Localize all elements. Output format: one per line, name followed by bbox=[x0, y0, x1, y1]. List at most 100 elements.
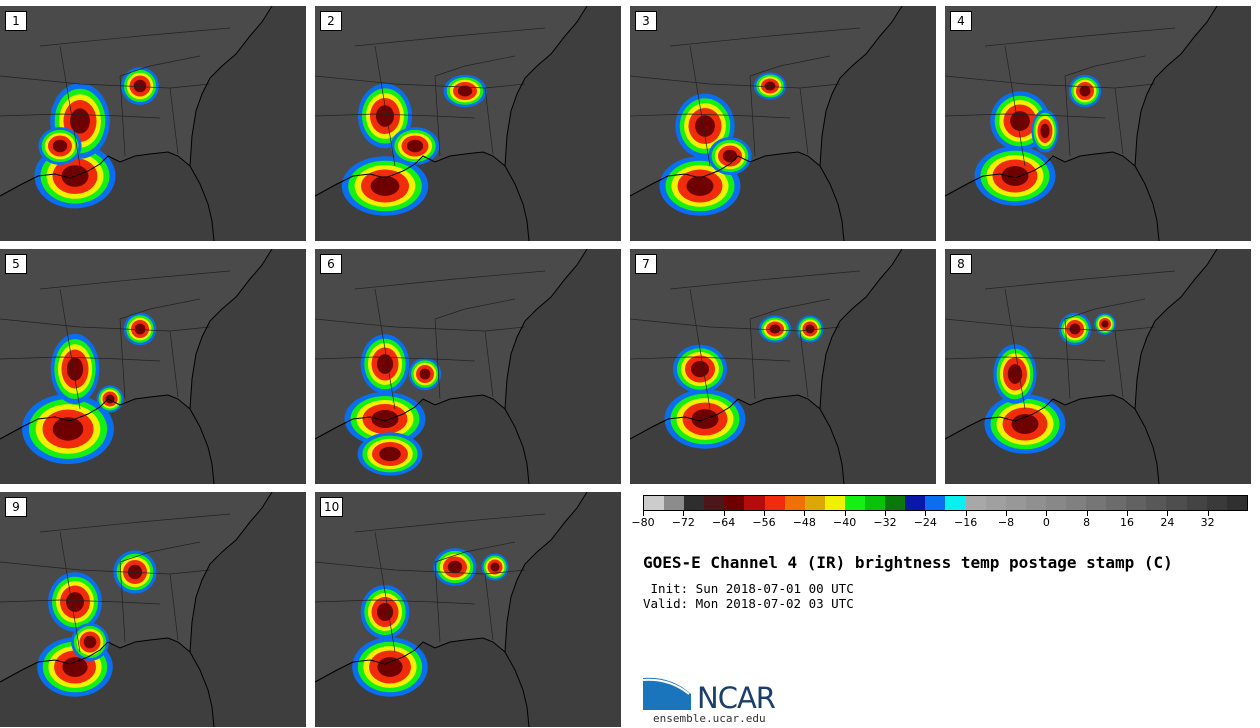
ncar-logo-arc bbox=[643, 678, 690, 695]
colorbar-tick bbox=[965, 511, 967, 516]
cell-contour bbox=[127, 564, 143, 580]
cell-contour bbox=[52, 417, 84, 441]
colorbar-swatch bbox=[804, 496, 825, 510]
ensemble-member-panel: 4 bbox=[945, 6, 1251, 241]
colorbar-swatch bbox=[1226, 496, 1247, 510]
convective-cell bbox=[96, 385, 124, 413]
state-borders bbox=[0, 513, 231, 653]
colorbar-swatch bbox=[644, 496, 665, 510]
coastline bbox=[315, 6, 588, 241]
colorbar-swatch bbox=[1065, 496, 1087, 510]
colorbar-tick bbox=[1086, 511, 1088, 516]
colorbar-tick bbox=[1167, 511, 1169, 516]
ocean-area bbox=[0, 6, 306, 241]
member-number-label: 4 bbox=[950, 11, 972, 31]
colorbar-tick bbox=[844, 511, 846, 516]
cell-contour bbox=[66, 357, 84, 381]
cell-contour bbox=[371, 410, 399, 428]
cell-contour bbox=[722, 149, 738, 163]
colorbar-tick-label: −56 bbox=[752, 516, 776, 529]
cell-contour bbox=[1101, 320, 1109, 328]
ir-satellite-map bbox=[945, 6, 1251, 241]
colorbar-swatch bbox=[1206, 496, 1227, 510]
convective-cell bbox=[1068, 74, 1102, 108]
colorbar-swatch bbox=[985, 496, 1006, 510]
colorbar-tick bbox=[683, 511, 685, 516]
member-number-label: 5 bbox=[5, 254, 27, 274]
coastline bbox=[0, 492, 273, 727]
colorbar-tick-label: −8 bbox=[997, 516, 1015, 529]
convective-cell bbox=[357, 432, 423, 476]
convective-cell bbox=[984, 394, 1066, 454]
cell-contour bbox=[376, 354, 394, 374]
convective-cell bbox=[360, 334, 410, 394]
colorbar-tick bbox=[1006, 511, 1007, 516]
colorbar-swatch bbox=[784, 496, 805, 510]
convective-cell bbox=[443, 74, 487, 108]
colorbar-swatch bbox=[724, 496, 745, 510]
convective-cell bbox=[121, 67, 159, 105]
colorbar-swatch bbox=[824, 496, 845, 510]
ensemble-member-panel: 7 bbox=[630, 249, 936, 484]
convective-cell bbox=[341, 156, 429, 216]
cell-contour bbox=[1040, 123, 1050, 139]
colorbar-swatch bbox=[1166, 496, 1187, 510]
init-time: Init: Sun 2018-07-01 00 UTC bbox=[643, 581, 854, 596]
valid-time: Valid: Mon 2018-07-02 03 UTC bbox=[643, 596, 854, 611]
colorbar-swatch bbox=[925, 496, 946, 510]
colorbar-tick-label: 24 bbox=[1160, 516, 1175, 529]
colorbar-swatch bbox=[704, 496, 725, 510]
cell-contour bbox=[62, 657, 88, 677]
member-number-label: 3 bbox=[635, 11, 657, 31]
colorbar-swatch bbox=[905, 496, 926, 510]
ensemble-member-panel: 10 bbox=[315, 492, 621, 727]
coastline bbox=[945, 249, 1218, 484]
convective-cell bbox=[433, 548, 477, 586]
ir-satellite-map bbox=[0, 249, 306, 484]
colorbar-swatch bbox=[965, 496, 986, 510]
colorbar-tick-label: 32 bbox=[1200, 516, 1215, 529]
colorbar-swatch bbox=[744, 496, 765, 510]
cell-contour bbox=[1079, 85, 1091, 97]
coastline bbox=[630, 6, 903, 241]
ir-satellite-map bbox=[630, 249, 936, 484]
coastline bbox=[0, 249, 273, 484]
cell-contour bbox=[379, 446, 401, 462]
cell-contour bbox=[134, 323, 146, 335]
cell-contour bbox=[1001, 166, 1029, 186]
colorbar-ticks: −80 −72 −64 −56 −48 −40 −32 −24 −16 −8 0 8 16 24 32 bbox=[631, 511, 1248, 531]
member-number-label: 9 bbox=[5, 497, 27, 517]
colorbar-tick bbox=[885, 511, 886, 516]
colorbar-tick-label: −40 bbox=[833, 516, 857, 529]
ir-satellite-map bbox=[0, 492, 306, 727]
cell-contour bbox=[70, 108, 90, 134]
logo-url: ensemble.ucar.edu bbox=[653, 712, 766, 725]
colorbar-swatch bbox=[664, 496, 685, 510]
coastline bbox=[315, 249, 588, 484]
cell-contour bbox=[805, 324, 815, 334]
convective-cell bbox=[1094, 313, 1116, 335]
cell-contour bbox=[419, 368, 431, 380]
cell-contour bbox=[1010, 111, 1030, 131]
cell-contour bbox=[1011, 414, 1039, 434]
member-number-label: 1 bbox=[5, 11, 27, 31]
colorbar-swatch bbox=[1005, 496, 1026, 510]
colorbar-swatch bbox=[885, 496, 906, 510]
ir-satellite-map bbox=[315, 249, 621, 484]
coastline bbox=[315, 492, 588, 727]
state-borders bbox=[0, 27, 231, 167]
ensemble-member-panel: 5 bbox=[0, 249, 306, 484]
cell-contour bbox=[769, 324, 781, 334]
convective-cell bbox=[974, 146, 1056, 206]
figure-title: GOES-E Channel 4 (IR) brightness temp po… bbox=[643, 553, 1173, 572]
colorbar-swatch bbox=[1126, 496, 1147, 510]
cell-contour bbox=[105, 394, 115, 404]
ir-satellite-map bbox=[0, 6, 306, 241]
convective-cell bbox=[390, 127, 440, 165]
state-borders bbox=[945, 27, 1176, 167]
colorbar-swatch bbox=[684, 496, 705, 510]
ensemble-member-panel: 1 bbox=[0, 6, 306, 241]
coastline bbox=[945, 6, 1218, 241]
colorbar-tick bbox=[1207, 511, 1209, 516]
colorbar-swatch bbox=[1045, 496, 1066, 510]
